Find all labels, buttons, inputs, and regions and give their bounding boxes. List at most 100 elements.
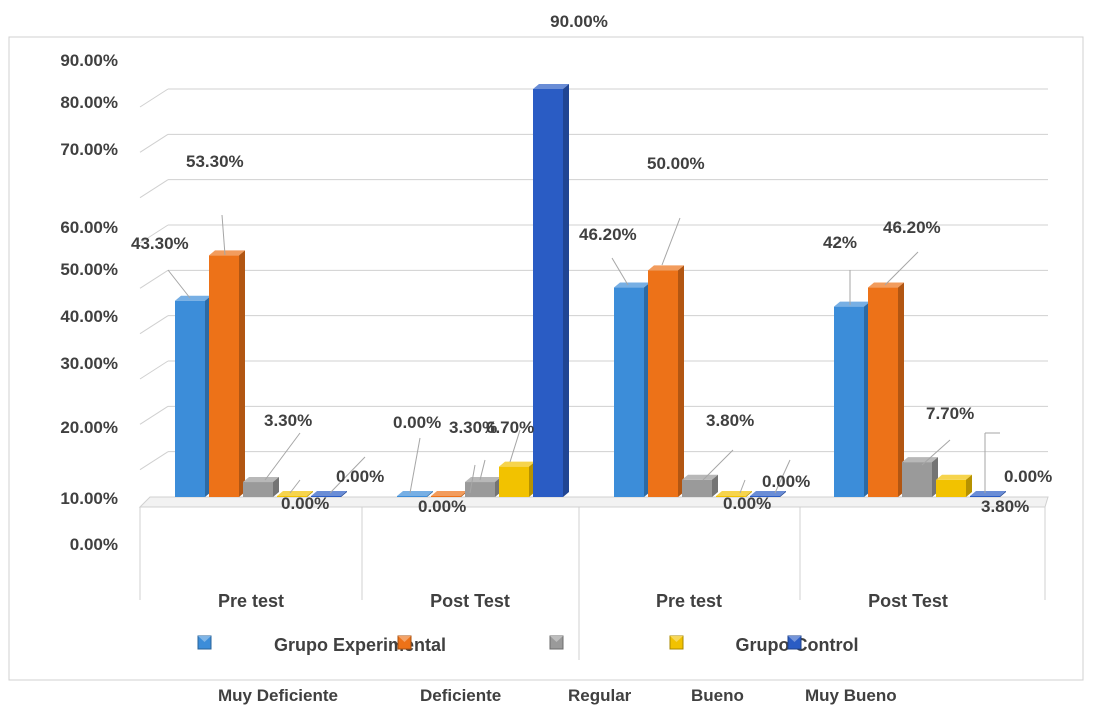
legend-label: Bueno xyxy=(691,686,744,705)
bar-side xyxy=(1000,491,1006,497)
data-label: 50.00% xyxy=(647,154,705,173)
bar-front xyxy=(868,287,898,497)
y-tick-label: 40.00% xyxy=(60,307,118,326)
leader-line xyxy=(702,449,734,481)
legend-label: Muy Bueno xyxy=(805,686,897,705)
bar-side xyxy=(966,474,972,497)
bar xyxy=(648,265,684,497)
leader-line xyxy=(884,251,919,286)
bar-top xyxy=(682,474,718,480)
legend-item: Muy Bueno xyxy=(787,635,897,705)
bar-side xyxy=(678,265,684,497)
leader-line xyxy=(409,437,421,494)
bar-side xyxy=(898,282,904,497)
bar-side xyxy=(780,491,786,497)
bar-side xyxy=(746,491,752,497)
bar xyxy=(614,282,650,497)
bar xyxy=(209,250,245,497)
y-tick-label: 80.00% xyxy=(60,93,118,112)
data-label: 53.30% xyxy=(186,152,244,171)
legend-swatch-top xyxy=(788,636,801,642)
data-label: 3.80% xyxy=(981,497,1029,516)
bar xyxy=(243,477,279,497)
x-category-label: Post Test xyxy=(868,591,948,611)
bar-front xyxy=(716,496,746,497)
bar-front xyxy=(499,466,529,497)
bar-front xyxy=(834,306,864,497)
bar-front xyxy=(209,255,239,497)
data-label: 43.30% xyxy=(131,234,189,253)
gridline-depth xyxy=(139,451,169,471)
leader-line xyxy=(921,439,951,466)
bar-top xyxy=(243,477,279,483)
y-tick-label: 20.00% xyxy=(60,418,118,437)
gridline-depth xyxy=(139,133,169,153)
bar xyxy=(750,491,786,497)
y-tick-label: 30.00% xyxy=(60,354,118,373)
bar-top xyxy=(277,491,313,496)
legend-swatch-top xyxy=(198,636,211,642)
bar-front xyxy=(465,482,495,497)
leader-line xyxy=(479,459,486,481)
leader-line xyxy=(221,214,226,256)
bar xyxy=(499,461,535,497)
gridline-depth xyxy=(139,315,169,335)
bar-top xyxy=(614,282,650,288)
bar-front xyxy=(175,300,205,497)
bar-side xyxy=(273,477,279,497)
data-label: 3.30% xyxy=(449,418,497,437)
legend-swatch-top xyxy=(550,636,563,642)
bar xyxy=(682,474,718,497)
bar-top xyxy=(311,491,347,496)
leader-line xyxy=(329,456,366,494)
chart-floor xyxy=(138,496,1049,508)
data-label: 3.30% xyxy=(264,411,312,430)
y-tick-label: 70.00% xyxy=(60,140,118,159)
bar xyxy=(175,295,211,497)
legend-swatch-top xyxy=(398,636,411,642)
data-label: 46.20% xyxy=(579,225,637,244)
bar-front xyxy=(533,89,563,497)
bar-side xyxy=(341,491,347,497)
bar-front xyxy=(397,496,427,497)
data-label: 0.00% xyxy=(418,497,466,516)
bar-front xyxy=(648,270,678,497)
gridline-depth xyxy=(139,224,169,244)
data-label: 0.00% xyxy=(393,413,441,432)
data-label: 0.00% xyxy=(762,472,810,491)
x-category-label: Pre test xyxy=(656,591,722,611)
gridline-depth xyxy=(139,179,169,199)
bar xyxy=(533,84,569,497)
gridline-depth xyxy=(139,269,169,289)
gridline-depth xyxy=(139,405,169,425)
bar xyxy=(397,491,433,497)
bar-front xyxy=(750,496,780,497)
bar-side xyxy=(563,84,569,497)
chart-title: 90.00% xyxy=(550,12,608,31)
leader-line xyxy=(774,459,791,494)
y-tick-label: 10.00% xyxy=(60,489,118,508)
bar-top xyxy=(397,491,433,496)
bar-top xyxy=(499,461,535,467)
bar-top xyxy=(902,457,938,463)
bar-top xyxy=(970,491,1006,496)
legend-label: Deficiente xyxy=(420,686,501,705)
gridline-depth xyxy=(139,88,169,108)
y-tick-label: 0.00% xyxy=(70,535,118,554)
bar-side xyxy=(427,491,433,497)
data-label: 0.00% xyxy=(336,467,384,486)
bar-top xyxy=(209,250,245,256)
leader-line xyxy=(469,464,476,494)
leader-line xyxy=(661,217,681,266)
data-label: 6.70% xyxy=(486,418,534,437)
x-category-label: Post Test xyxy=(430,591,510,611)
bar-top xyxy=(648,265,684,271)
bar xyxy=(311,491,347,497)
bar-front xyxy=(936,479,966,497)
bar-front xyxy=(970,496,1000,497)
data-label: 7.70% xyxy=(926,404,974,423)
legend-label: Regular xyxy=(568,686,632,705)
y-tick-label: 90.00% xyxy=(60,51,118,70)
